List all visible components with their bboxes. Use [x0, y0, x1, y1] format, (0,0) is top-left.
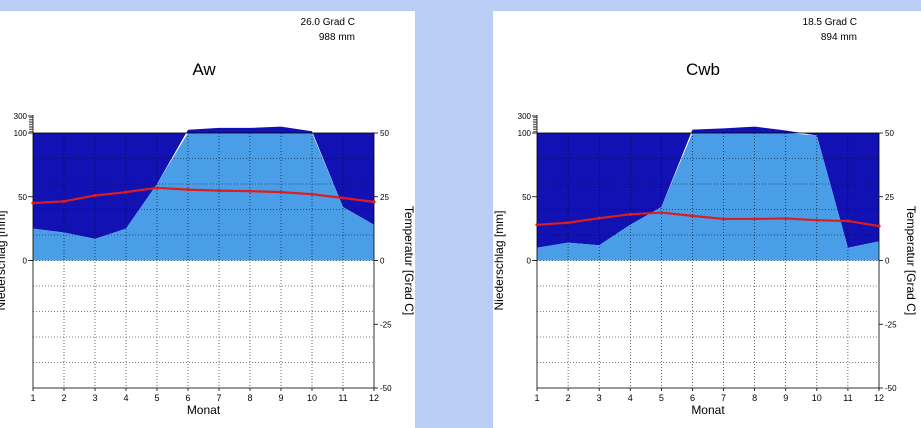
temperature-point: [690, 214, 695, 218]
annotation-annual-precip: 894 mm: [820, 32, 857, 43]
temperature-point: [62, 199, 66, 203]
right-tick-label: 0: [885, 257, 890, 266]
x-tick-label: 2: [566, 393, 571, 403]
temperature-point: [846, 219, 850, 223]
temperature-point: [784, 216, 788, 221]
temperature-point: [124, 190, 128, 194]
x-tick-label: 2: [61, 393, 66, 403]
annotation-mean-temp: 26.0 Grad C: [300, 17, 355, 28]
x-tick-label: 4: [123, 393, 128, 403]
x-tick-label: 6: [690, 393, 695, 403]
x-tick-label: 8: [752, 393, 757, 403]
right-tick-label: -25: [885, 320, 897, 329]
temperature-point: [310, 192, 314, 196]
precipitation-area: [537, 133, 879, 261]
temperature-point: [217, 189, 221, 193]
temperature-point: [93, 193, 97, 198]
x-tick-label: 4: [628, 393, 633, 403]
right-tick-label: -50: [885, 384, 897, 393]
x-tick-label: 6: [185, 393, 190, 403]
x-tick-label: 5: [154, 393, 159, 403]
temperature-point: [597, 216, 601, 220]
temperature-point: [186, 188, 190, 192]
precipitation-area: [33, 133, 374, 261]
climate-chart-cwb: 18.5 Grad C 894 mm Cwb 0 50 100 300 -50 -25 0 2…: [493, 11, 921, 428]
temperature-point: [659, 210, 663, 215]
right-tick-label: -50: [380, 384, 392, 393]
x-tick-label: 9: [278, 393, 283, 403]
x-tick-label: 12: [369, 393, 379, 403]
chart-title: Cwb: [685, 60, 720, 79]
temperature-point: [31, 201, 35, 205]
y-axis-label-left: Niederschlag [mm]: [493, 210, 506, 310]
annotation-mean-temp: 18.5 Grad C: [802, 17, 857, 28]
temperature-point: [721, 217, 726, 221]
x-tick-label: 7: [721, 393, 726, 403]
y-axis-label-right: Temperatur [Grad C]: [402, 206, 415, 315]
x-axis-label: Monat: [187, 403, 221, 417]
right-tick-label: 50: [380, 129, 389, 138]
x-tick-label: 8: [247, 393, 252, 403]
x-tick-label: 3: [92, 393, 97, 403]
left-tick-label: 0: [527, 257, 532, 266]
temperature-point: [877, 224, 881, 228]
right-tick-label: 25: [885, 193, 894, 202]
left-tick-label: 100: [14, 129, 28, 138]
humid-area: [537, 126, 879, 248]
right-tick-label: 50: [885, 129, 894, 138]
temperature-point: [155, 186, 159, 190]
temperature-point: [535, 223, 539, 227]
temperature-line: [536, 211, 880, 228]
x-axis-label: Monat: [691, 403, 725, 417]
humid-area: [33, 126, 374, 239]
temperature-point: [628, 212, 632, 216]
x-tick-label: 11: [843, 393, 852, 403]
temperature-point: [753, 217, 757, 221]
x-tick-label: 10: [812, 393, 822, 403]
left-tick-label: 300: [14, 112, 28, 121]
x-tick-label: 1: [534, 393, 539, 403]
left-tick-label: 100: [518, 129, 532, 138]
temperature-point: [279, 190, 283, 194]
y-axis-label-left: Niederschlag [mm]: [0, 210, 8, 310]
left-tick-label: 0: [23, 257, 28, 266]
temperature-point: [815, 218, 819, 222]
temperature-point: [372, 200, 376, 204]
x-tick-label: 12: [874, 393, 884, 403]
temperature-point: [566, 221, 570, 225]
right-tick-label: 0: [380, 257, 385, 266]
temperature-point: [341, 196, 345, 200]
x-tick-label: 7: [216, 393, 221, 403]
x-tick-label: 5: [659, 393, 664, 403]
x-tick-label: 10: [307, 393, 317, 403]
annotation-annual-precip: 988 mm: [318, 32, 355, 43]
left-tick-label: 50: [522, 193, 531, 202]
right-tick-label: -25: [380, 320, 392, 329]
y-axis-label-right: Temperatur [Grad C]: [904, 206, 918, 315]
temperature-point: [248, 189, 252, 193]
temperature-line: [32, 186, 375, 205]
x-tick-label: 1: [30, 393, 35, 403]
chart-title: Aw: [192, 60, 216, 79]
x-tick-label: 9: [783, 393, 788, 403]
right-tick-label: 25: [380, 193, 389, 202]
left-tick-label: 50: [18, 193, 27, 202]
x-tick-label: 3: [597, 393, 602, 403]
left-tick-label: 300: [518, 112, 532, 121]
climate-chart-aw: 26.0 Grad C 988 mm Aw 0 50 100 300 -50 -25 0 25…: [0, 11, 415, 428]
x-tick-label: 11: [338, 393, 347, 403]
